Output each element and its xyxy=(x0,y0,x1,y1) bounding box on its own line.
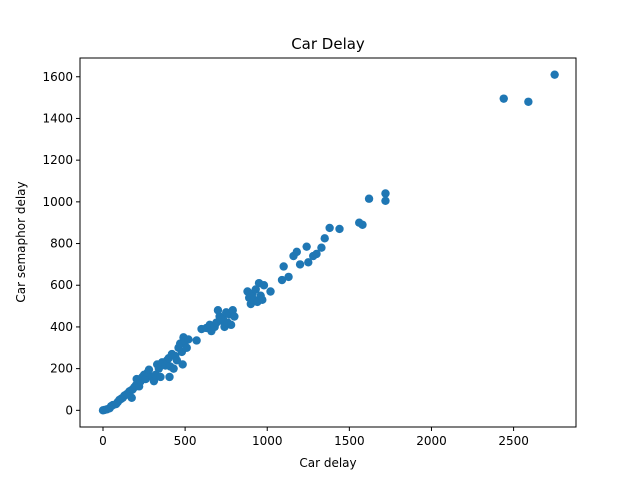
x-axis-label: Car delay xyxy=(299,456,356,470)
data-point xyxy=(258,295,267,305)
data-point xyxy=(499,94,508,103)
y-axis-label: Car semaphor delay xyxy=(14,181,28,302)
data-point xyxy=(284,272,293,282)
data-point xyxy=(169,364,178,373)
y-tick-label: 1400 xyxy=(42,111,73,125)
data-point xyxy=(550,70,559,79)
data-point xyxy=(317,243,326,252)
y-tick-label: 1200 xyxy=(42,153,73,167)
data-point xyxy=(178,360,187,369)
y-tick-label: 400 xyxy=(50,320,73,334)
y-tick-label: 0 xyxy=(65,403,73,417)
data-point xyxy=(165,372,174,382)
data-point xyxy=(335,224,344,234)
y-tick-label: 1000 xyxy=(42,195,73,209)
x-tick-label: 0 xyxy=(99,434,107,448)
data-point xyxy=(226,320,236,330)
data-point xyxy=(184,335,193,344)
data-point xyxy=(251,285,260,294)
data-point xyxy=(302,242,311,251)
data-point xyxy=(304,258,313,267)
data-point xyxy=(127,393,136,403)
data-point xyxy=(524,97,533,106)
data-point xyxy=(320,234,329,243)
data-point xyxy=(364,194,374,203)
points-layer xyxy=(98,70,559,415)
y-tick-label: 800 xyxy=(50,237,73,251)
x-tick-label: 1000 xyxy=(252,434,283,448)
data-point xyxy=(358,220,367,229)
data-point xyxy=(259,281,269,290)
data-point xyxy=(154,364,164,373)
y-axis: 0 200 400 600 800 1000 1200 1400 1600 xyxy=(42,70,80,417)
data-point xyxy=(279,262,288,271)
data-point xyxy=(381,196,390,206)
data-point xyxy=(325,223,334,233)
y-tick-label: 600 xyxy=(50,278,73,292)
y-tick-label: 1600 xyxy=(42,70,73,84)
x-tick-label: 500 xyxy=(174,434,197,448)
y-tick-label: 200 xyxy=(50,362,73,376)
x-tick-label: 1500 xyxy=(334,434,365,448)
plot-frame xyxy=(79,57,577,428)
x-tick-label: 2000 xyxy=(416,434,447,448)
x-tick-label: 2500 xyxy=(498,434,529,448)
data-point xyxy=(295,260,305,269)
data-point xyxy=(192,336,201,345)
data-point xyxy=(381,189,390,198)
data-point xyxy=(156,372,165,382)
data-point xyxy=(266,287,275,296)
chart-title: Car Delay xyxy=(291,35,365,53)
data-point xyxy=(312,249,321,259)
data-point xyxy=(292,247,301,257)
data-point xyxy=(144,365,154,374)
data-point xyxy=(182,343,191,352)
data-point xyxy=(277,275,287,285)
data-point xyxy=(230,312,239,321)
x-axis: 0 500 1000 1500 2000 2500 xyxy=(99,427,529,448)
